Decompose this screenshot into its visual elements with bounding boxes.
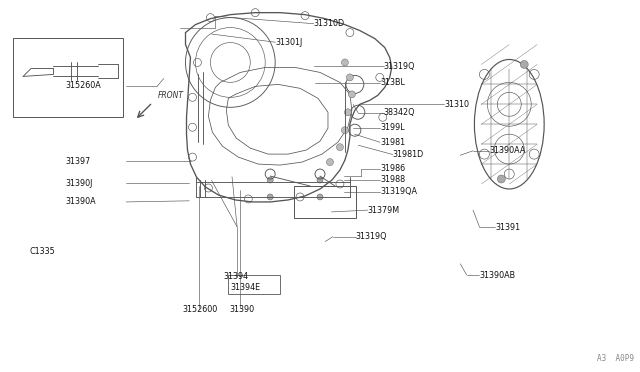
Circle shape <box>497 175 506 183</box>
Text: 31981D: 31981D <box>393 150 424 159</box>
Circle shape <box>317 194 323 200</box>
Circle shape <box>326 158 333 166</box>
Text: 3199L: 3199L <box>380 123 404 132</box>
Text: 31981: 31981 <box>380 138 405 147</box>
Bar <box>13 38 123 117</box>
Text: 31390AB: 31390AB <box>479 271 516 280</box>
Circle shape <box>341 127 348 134</box>
Circle shape <box>341 59 348 66</box>
Text: A3  A0P9: A3 A0P9 <box>597 355 634 363</box>
Text: 315260A: 315260A <box>65 81 100 90</box>
Text: 31390J: 31390J <box>65 179 92 188</box>
Text: 38342Q: 38342Q <box>384 109 415 118</box>
Text: FRONT: FRONT <box>157 91 184 100</box>
Circle shape <box>348 91 355 98</box>
Text: 31397: 31397 <box>65 157 90 166</box>
Text: 31310D: 31310D <box>314 19 345 28</box>
Text: 31394: 31394 <box>223 272 248 281</box>
Text: 3152600: 3152600 <box>183 305 218 314</box>
Text: 31319Q: 31319Q <box>356 232 387 241</box>
Circle shape <box>520 61 528 68</box>
Text: 31390A: 31390A <box>65 198 95 206</box>
Text: 31310: 31310 <box>444 100 469 109</box>
Text: 31390AA: 31390AA <box>489 146 525 155</box>
Text: 313BL: 313BL <box>380 78 405 87</box>
Text: 31390: 31390 <box>230 305 255 314</box>
Circle shape <box>346 74 353 81</box>
Circle shape <box>267 194 273 200</box>
Text: 31379M: 31379M <box>368 206 400 215</box>
Circle shape <box>337 144 344 151</box>
Text: 31301J: 31301J <box>275 38 303 47</box>
Text: 31391: 31391 <box>495 223 520 232</box>
Text: 31319Q: 31319Q <box>384 62 415 71</box>
Text: 31986: 31986 <box>380 164 405 173</box>
Text: C1335: C1335 <box>30 247 56 256</box>
Text: 31394E: 31394E <box>231 283 261 292</box>
Circle shape <box>267 177 273 183</box>
Text: 31319QA: 31319QA <box>380 187 417 196</box>
Text: 31988: 31988 <box>380 175 405 184</box>
Circle shape <box>317 177 323 183</box>
Circle shape <box>344 109 351 116</box>
